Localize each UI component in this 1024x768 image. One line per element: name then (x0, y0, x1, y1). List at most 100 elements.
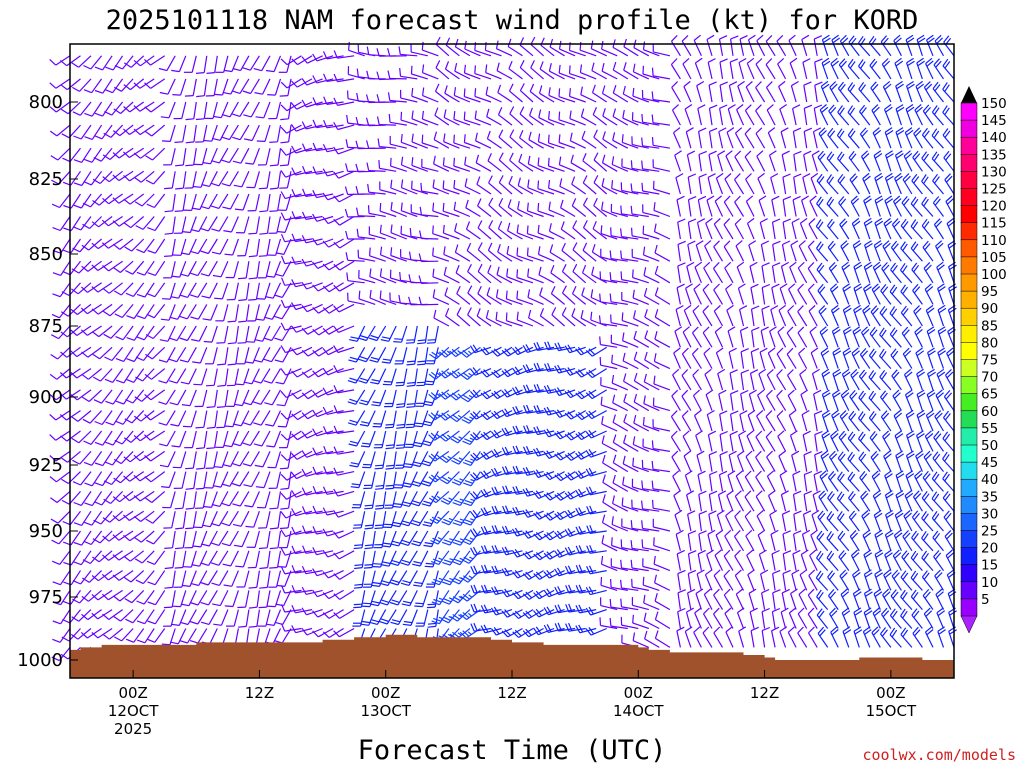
wind-barb-flag (102, 265, 110, 272)
wind-barb-shaft (171, 511, 176, 528)
wind-barb-flag (72, 247, 81, 253)
wind-barb-flag (364, 547, 373, 550)
wind-barb-shaft (209, 628, 218, 645)
wind-barb-flag (185, 467, 194, 470)
wind-barb-flag (50, 518, 59, 524)
wind-barb-shaft (208, 171, 218, 187)
wind-barb (221, 170, 239, 187)
wind-barb-shaft (255, 193, 260, 211)
wind-barb-shaft (286, 530, 292, 548)
wind-barb-shaft (133, 346, 145, 362)
wind-barb-shaft (295, 193, 313, 198)
wind-barb-flag (415, 602, 424, 605)
wind-barb-shaft (201, 368, 208, 385)
wind-barb-shaft (108, 589, 123, 601)
wind-barb-shaft (261, 430, 271, 447)
wind-barb-shaft (208, 530, 218, 547)
wind-barb-flag (193, 383, 202, 386)
wind-barb-shaft (120, 450, 134, 465)
wind-barb (280, 101, 292, 121)
wind-barb-shaft (187, 282, 197, 298)
wind-barb (253, 410, 271, 426)
wind-barb-flag (210, 542, 220, 546)
wind-barb (280, 389, 302, 399)
wind-barb-flag (102, 613, 110, 620)
wind-barb (200, 216, 218, 232)
wind-barb (135, 570, 155, 585)
wind-barb (159, 325, 176, 342)
wind-barb-shaft (59, 216, 71, 231)
wind-barb-shaft (262, 451, 271, 468)
wind-barb-flag (611, 537, 613, 546)
wind-barb-shaft (260, 389, 271, 405)
wind-barb (136, 609, 155, 625)
wind-barb-shaft (277, 491, 282, 509)
wind-barb (231, 101, 250, 117)
wind-barb (211, 491, 229, 507)
wind-barb-shaft (150, 430, 166, 441)
wind-barb (124, 589, 145, 604)
wind-barb-flag (191, 207, 201, 211)
wind-barb (159, 430, 176, 447)
wind-barb-flag (103, 333, 112, 339)
wind-barb (49, 368, 71, 380)
wind-barb (81, 570, 103, 583)
wind-barb-flag (52, 272, 61, 276)
wind-barb-shaft (232, 590, 239, 607)
wind-barb-shaft (143, 346, 155, 361)
wind-barb-shaft (176, 346, 187, 363)
wind-barb-shaft (130, 216, 145, 229)
wind-barb-flag (60, 435, 68, 442)
wind-barb (73, 147, 92, 163)
wind-barb-flag (201, 183, 210, 187)
wind-barb-shaft (110, 124, 124, 138)
wind-barb-flag (432, 202, 435, 211)
wind-barb (113, 609, 134, 622)
wind-barb (248, 570, 260, 589)
wind-barb-flag (453, 179, 456, 189)
wind-barb (102, 628, 123, 640)
wind-barb-shaft (165, 368, 176, 384)
wind-barb (175, 148, 187, 167)
wind-barb-flag (182, 231, 191, 234)
wind-barb (175, 511, 187, 530)
wind-barb-shaft (266, 171, 271, 189)
wind-barb-shaft (70, 530, 81, 546)
wind-barb-shaft (91, 101, 103, 117)
wind-barb-flag (49, 130, 58, 137)
wind-barb-shaft (218, 510, 229, 527)
wind-barb-shaft (78, 609, 92, 622)
wind-barb-flag (280, 433, 288, 441)
wind-barb-shaft (220, 260, 229, 278)
wind-barb-shaft (266, 193, 271, 211)
wind-barb (105, 430, 124, 446)
wind-barb-flag (353, 606, 362, 609)
wind-barb-shaft (91, 491, 103, 506)
wind-barb-flag (136, 293, 146, 298)
wind-barb-flag (143, 434, 151, 441)
wind-barb-flag (290, 302, 297, 310)
wind-barb (72, 238, 92, 253)
wind-barb-flag (280, 412, 288, 420)
wind-barb (81, 589, 102, 602)
wind-barb (246, 171, 260, 189)
wind-barb (211, 147, 229, 164)
wind-barb-flag (171, 275, 180, 278)
wind-barb-shaft (191, 430, 197, 448)
wind-barb-shaft (284, 550, 302, 556)
wind-barb-flag (125, 618, 134, 624)
wind-barb (211, 216, 229, 232)
wind-barb-flag (212, 603, 221, 607)
wind-barb-shaft (177, 304, 187, 320)
wind-barb-shaft (197, 238, 208, 254)
wind-barb-shaft (56, 471, 71, 483)
wind-barb (193, 368, 208, 386)
wind-barb (195, 471, 208, 490)
wind-barb-flag (354, 564, 363, 567)
wind-barb-shaft (277, 511, 282, 529)
wind-barb-flag (145, 155, 153, 161)
wind-barb-flag (158, 401, 167, 405)
wind-barb (269, 171, 282, 190)
wind-barb-flag (200, 205, 209, 210)
wind-barb-shaft (98, 216, 113, 228)
